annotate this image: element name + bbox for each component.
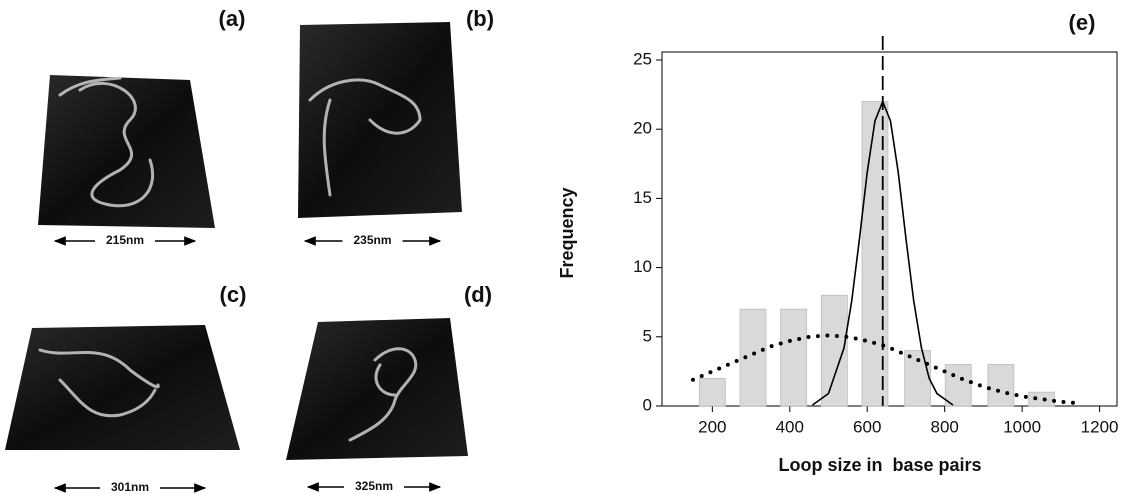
x-tick-label: 800 — [930, 417, 958, 436]
plot-frame — [661, 51, 1118, 407]
afm-image — [5, 325, 240, 450]
y-tick-label: 20 — [633, 119, 652, 138]
afm-image — [286, 318, 468, 460]
scale-label: 301nm — [111, 480, 149, 494]
dna-loop — [58, 76, 155, 208]
dotted-fit — [690, 333, 1083, 406]
scale-label: 235nm — [353, 233, 391, 247]
x-axis-title: Loop size in base pairs — [778, 455, 981, 475]
x-tick-label: 1000 — [1003, 417, 1041, 436]
scale-label: 215nm — [106, 233, 144, 247]
bar — [944, 364, 972, 407]
y-tick-label: 25 — [633, 49, 652, 68]
afm-image — [38, 75, 215, 228]
afm-image — [298, 22, 462, 218]
x-tick-label: 400 — [776, 417, 804, 436]
x-tick-label: 200 — [698, 417, 726, 436]
bar — [861, 101, 889, 407]
panel-label: (c) — [220, 282, 247, 307]
y-axis-title: Frequency — [557, 187, 577, 278]
panel-label: (d) — [464, 282, 492, 307]
bar — [780, 308, 808, 407]
panel-label: (b) — [466, 6, 494, 31]
panel-label: (e) — [1069, 10, 1096, 35]
dna-loop — [308, 78, 422, 197]
bar — [1028, 391, 1055, 407]
x-tick-label: 1200 — [1081, 417, 1119, 436]
y-tick-label: 0 — [643, 395, 652, 414]
bar — [698, 377, 726, 407]
panel-label: (a) — [219, 6, 246, 31]
y-tick-label: 10 — [633, 257, 652, 276]
x-tick-label: 600 — [853, 417, 881, 436]
bar — [987, 364, 1015, 407]
y-tick-label: 15 — [633, 188, 652, 207]
scale-label: 325nm — [355, 479, 393, 493]
y-tick-label: 5 — [643, 326, 652, 345]
dna-loop — [38, 348, 160, 418]
dna-loop — [348, 347, 418, 442]
